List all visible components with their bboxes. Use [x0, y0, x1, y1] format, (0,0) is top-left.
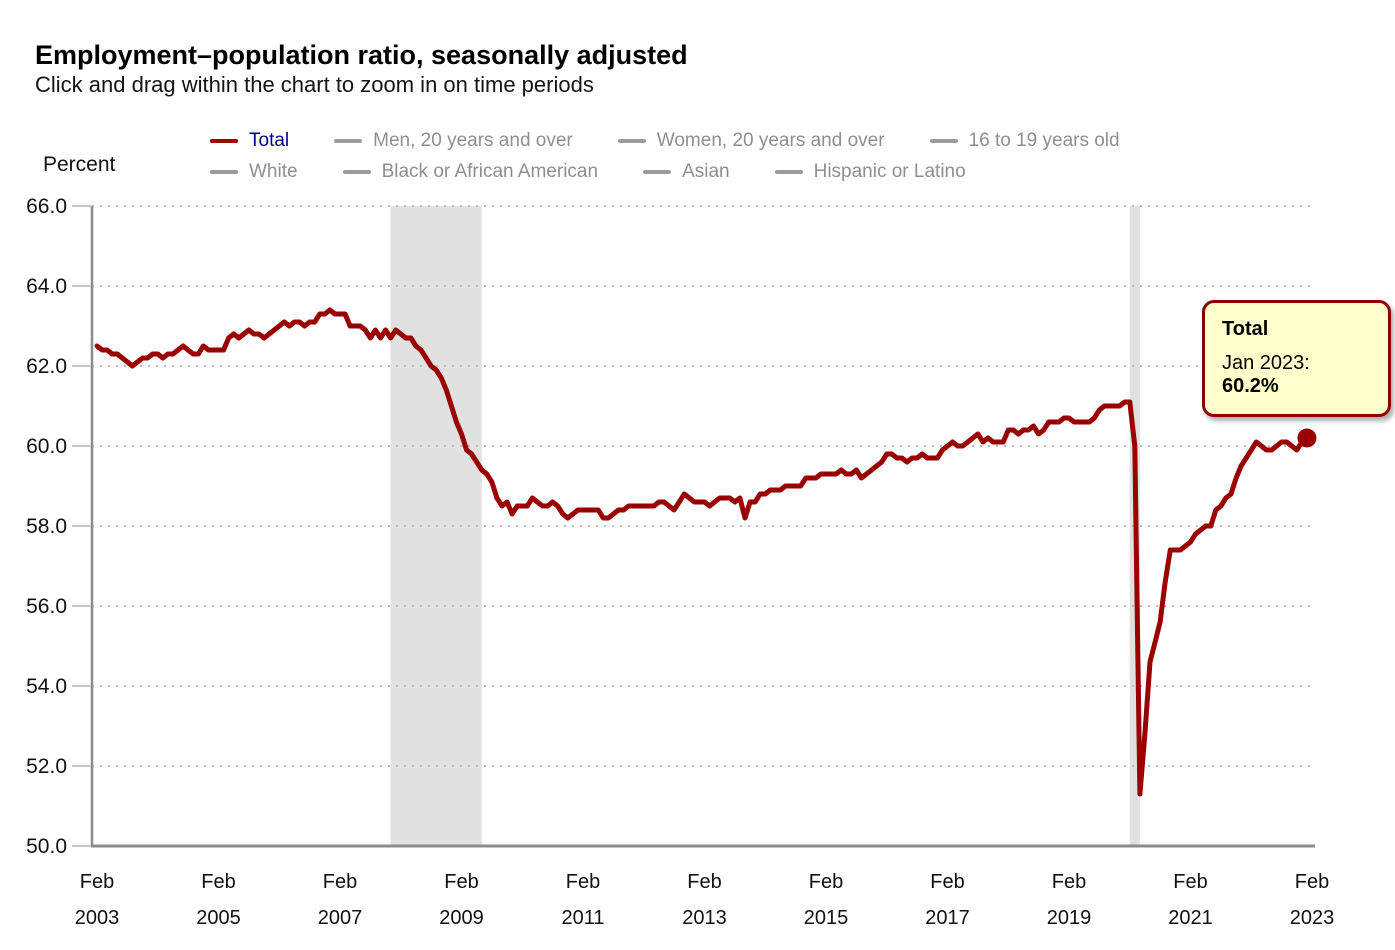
x-tick-year-2009: 2009 [439, 907, 484, 929]
series-line-total [94, 307, 1310, 797]
legend-swatch-men-20-years-and-over [334, 138, 363, 143]
y-tick-label-54.0: 54.0 [26, 675, 67, 698]
x-tick-year-2017: 2017 [925, 907, 970, 929]
y-axis-title: Percent [43, 153, 116, 176]
x-tick-year-2013: 2013 [682, 907, 727, 929]
x-tick-month-2021: Feb [1173, 871, 1207, 893]
legend-swatch-black-or-african-american [342, 169, 371, 174]
x-tick-year-2007: 2007 [318, 907, 363, 929]
tooltip-series-name: Total [1222, 318, 1269, 340]
tooltip: Total Jan 2023: 60.2% [1202, 300, 1391, 417]
legend-item-asian[interactable]: Asian [643, 161, 730, 183]
tooltip-period: Jan 2023: [1222, 352, 1310, 374]
current-point-dot [1297, 428, 1317, 448]
y-tick-label-50.0: 50.0 [26, 835, 67, 858]
x-tick-year-2021: 2021 [1168, 907, 1213, 929]
x-tick-year-2023: 2023 [1290, 907, 1335, 929]
x-tick-year-2019: 2019 [1047, 907, 1092, 929]
legend-label-white: White [249, 160, 298, 182]
legend-item-16-to-19-years-old[interactable]: 16 to 19 years old [929, 129, 1120, 152]
legend-label-men-20-years-and-over: Men, 20 years and over [373, 129, 573, 151]
plot-area[interactable] [92, 206, 1314, 846]
legend-swatch-asian [643, 169, 672, 174]
x-tick-month-2011: Feb [566, 871, 600, 893]
legend-item-men-20-years-and-over[interactable]: Men, 20 years and over [334, 130, 573, 152]
x-tick-year-2003: 2003 [75, 907, 120, 929]
legend-label-total: Total [249, 129, 290, 151]
y-tick-label-58.0: 58.0 [26, 515, 67, 538]
legend-label-asian: Asian [682, 160, 730, 182]
legend-swatch-total [210, 138, 238, 143]
legend-label-hispanic-or-latino: Hispanic or Latino [813, 160, 966, 182]
legend-swatch-women-20-years-and-over [617, 138, 646, 143]
legend: Total Men, 20 years and over Women, 20 yea… [210, 125, 1260, 187]
x-tick-month-2009: Feb [444, 871, 478, 893]
legend-swatch-16-to-19-years-old [929, 138, 958, 143]
tooltip-value-line: Jan 2023: 60.2% [1222, 352, 1371, 398]
x-tick-month-2015: Feb [809, 871, 843, 893]
legend-label-women-20-years-and-over: Women, 20 years and over [656, 129, 885, 151]
legend-item-women-20-years-and-over[interactable]: Women, 20 years and over [617, 129, 885, 152]
x-tick-year-2015: 2015 [804, 907, 849, 929]
x-tick-month-2003: Feb [80, 871, 114, 893]
y-tick-label-64.0: 64.0 [26, 275, 67, 298]
legend-swatch-hispanic-or-latino [774, 169, 803, 174]
legend-item-white[interactable]: White [210, 161, 298, 183]
legend-item-total[interactable]: Total [210, 130, 289, 152]
legend-swatch-white [210, 169, 238, 174]
x-tick-month-2007: Feb [323, 871, 357, 893]
chart-subtitle: Click and drag within the chart to zoom … [35, 72, 594, 97]
legend-row-2: White Black or African American Asian Hispa… [210, 156, 1260, 187]
y-tick-label-52.0: 52.0 [26, 755, 67, 778]
y-tick-label-62.0: 62.0 [26, 355, 67, 378]
legend-label-16-to-19-years-old: 16 to 19 years old [968, 129, 1120, 151]
x-tick-month-2017: Feb [930, 871, 964, 893]
x-tick-year-2011: 2011 [561, 907, 604, 929]
x-tick-month-2005: Feb [201, 871, 235, 893]
y-tick-label-66.0: 66.0 [26, 195, 67, 218]
x-tick-month-2019: Feb [1052, 871, 1086, 893]
chart-title: Employment–population ratio, seasonally … [35, 40, 688, 71]
legend-label-black-or-african-american: Black or African American [381, 160, 599, 182]
tooltip-value: 60.2% [1222, 375, 1279, 397]
legend-item-black-or-african-american[interactable]: Black or African American [342, 160, 599, 183]
y-tick-label-56.0: 56.0 [26, 595, 67, 618]
x-tick-month-2023: Feb [1295, 871, 1329, 893]
x-tick-year-2005: 2005 [196, 907, 241, 929]
legend-row-1: Total Men, 20 years and over Women, 20 yea… [210, 125, 1260, 156]
legend-item-hispanic-or-latino[interactable]: Hispanic or Latino [774, 160, 966, 183]
y-tick-label-60.0: 60.0 [26, 435, 67, 458]
x-tick-month-2013: Feb [687, 871, 721, 893]
